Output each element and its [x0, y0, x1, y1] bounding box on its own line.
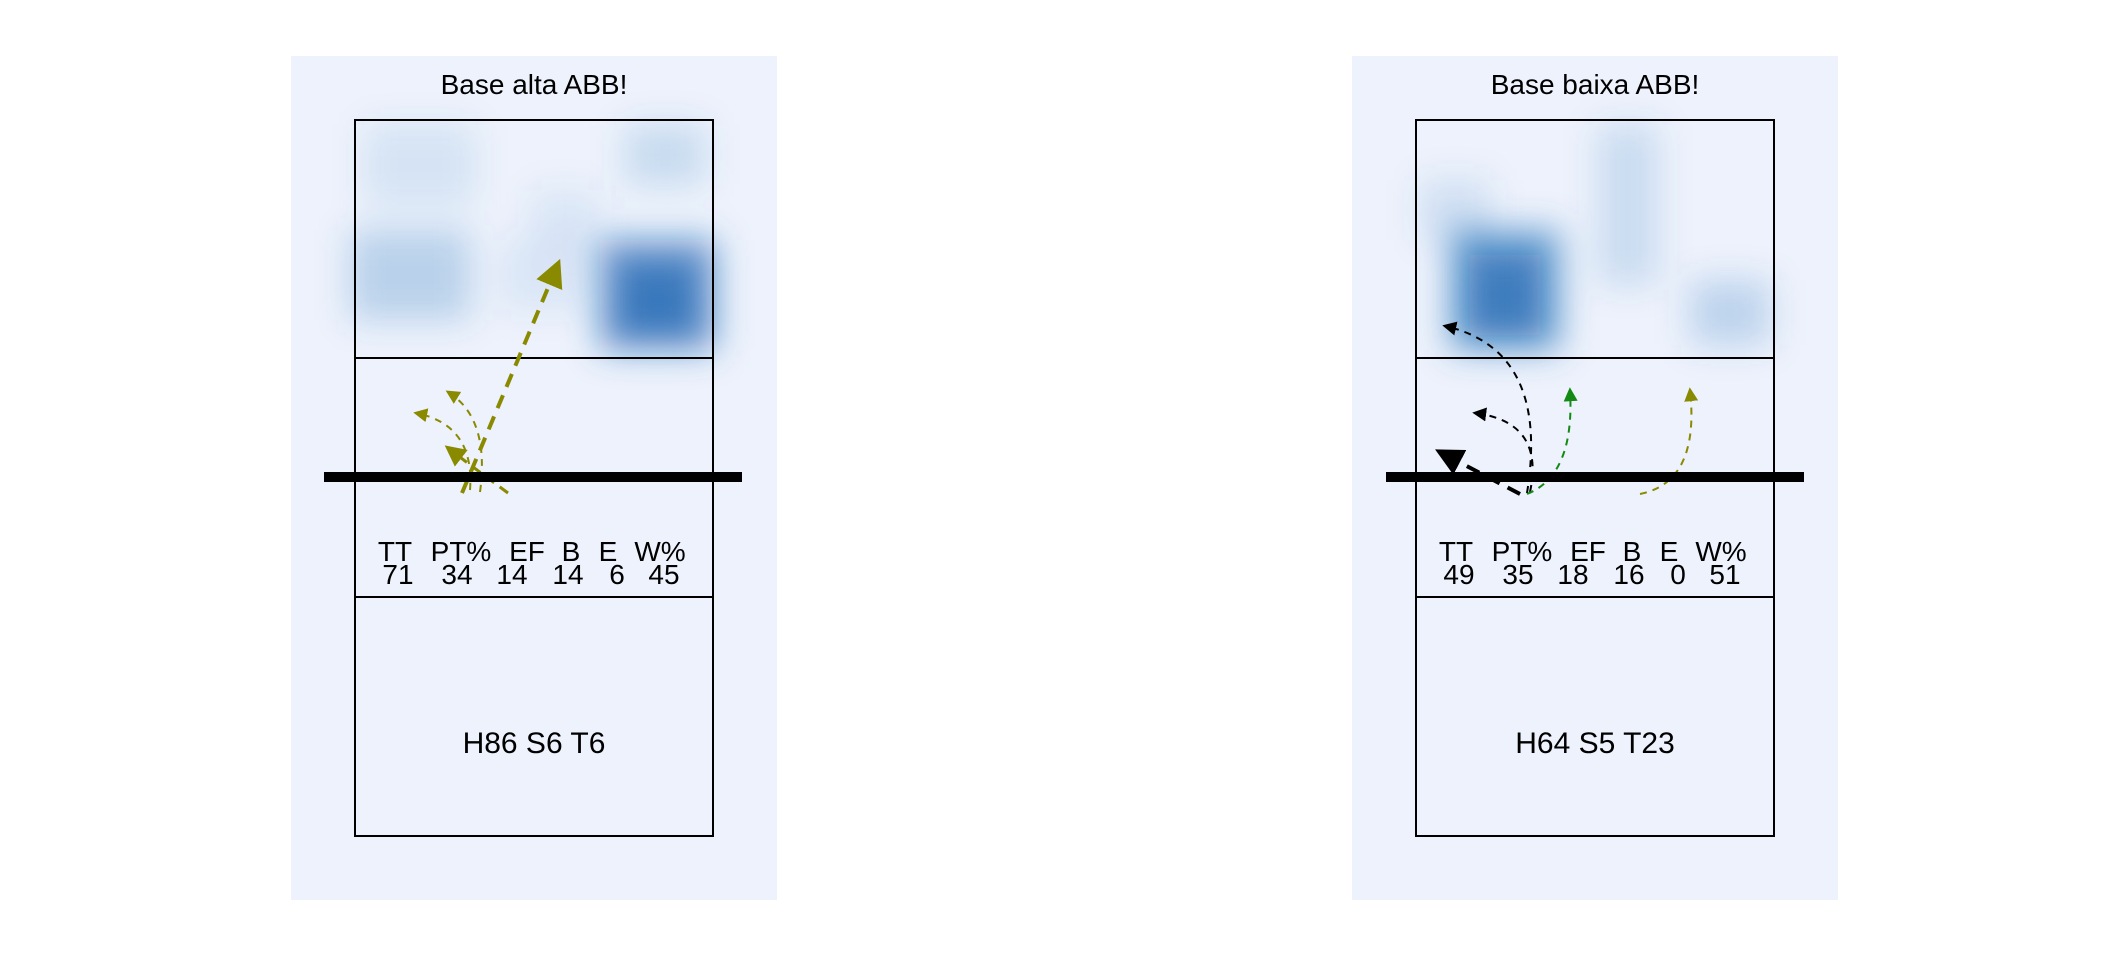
- stat-header-tt: TT: [378, 536, 412, 567]
- rotation-code: H86 S6 T6: [463, 727, 606, 760]
- stat-header-ef: EF: [509, 536, 545, 567]
- stat-header-e: E: [1660, 536, 1679, 567]
- panel-title: Base baixa ABB!: [1491, 69, 1700, 100]
- stat-value-ef: 18: [1557, 559, 1588, 590]
- attack-arrow: [1442, 321, 1533, 494]
- stat-header-ef: EF: [1570, 536, 1606, 567]
- stat-header-pt-pct: PT%: [1492, 536, 1553, 567]
- stat-header-b: B: [1623, 536, 1642, 567]
- stats-table: TT PT% EF B E W% 71 34 14 14 6 45: [378, 536, 686, 590]
- stat-value-pt-pct: 35: [1502, 559, 1533, 590]
- stat-value-tt: 71: [382, 559, 413, 590]
- stat-value-e: 0: [1670, 559, 1686, 590]
- stat-header-pt-pct: PT%: [431, 536, 492, 567]
- stat-value-pt-pct: 34: [441, 559, 472, 590]
- stat-value-tt: 49: [1443, 559, 1474, 590]
- heat-zone: [350, 230, 470, 320]
- rotation-code: H64 S5 T23: [1515, 727, 1675, 760]
- stat-value-w-pct: 45: [648, 559, 679, 590]
- heat-zone: [625, 125, 705, 185]
- attack-arrow: [1435, 449, 1521, 496]
- panel-title: Base alta ABB!: [441, 69, 628, 100]
- heatmap: [1420, 125, 1770, 350]
- heat-zone: [1470, 255, 1540, 335]
- heat-zone: [365, 125, 475, 205]
- stat-value-e: 6: [609, 559, 625, 590]
- stat-value-b: 16: [1613, 559, 1644, 590]
- stat-value-w-pct: 51: [1709, 559, 1740, 590]
- heat-zone: [620, 265, 695, 335]
- stat-header-b: B: [562, 536, 581, 567]
- panel-right: Base baixa ABB! TT PT% EF B E W% 49 35 1…: [1352, 56, 1838, 900]
- heat-zone: [1598, 125, 1658, 285]
- attack-arrow: [444, 445, 509, 495]
- stat-value-ef: 14: [496, 559, 527, 590]
- stat-value-b: 14: [552, 559, 583, 590]
- panel-left: Base alta ABB! TT PT% EF B E W% 71 34 14…: [291, 56, 777, 900]
- stats-table: TT PT% EF B E W% 49 35 18 16 0 51: [1439, 536, 1747, 590]
- heatmap: [350, 125, 715, 350]
- stat-header-tt: TT: [1439, 536, 1473, 567]
- attack-arrow: [1639, 387, 1699, 495]
- heat-zone: [1690, 280, 1770, 345]
- stat-header-w-pct: W%: [1695, 536, 1746, 567]
- attack-arrow: [460, 258, 563, 494]
- stat-header-e: E: [599, 536, 618, 567]
- stat-header-w-pct: W%: [634, 536, 685, 567]
